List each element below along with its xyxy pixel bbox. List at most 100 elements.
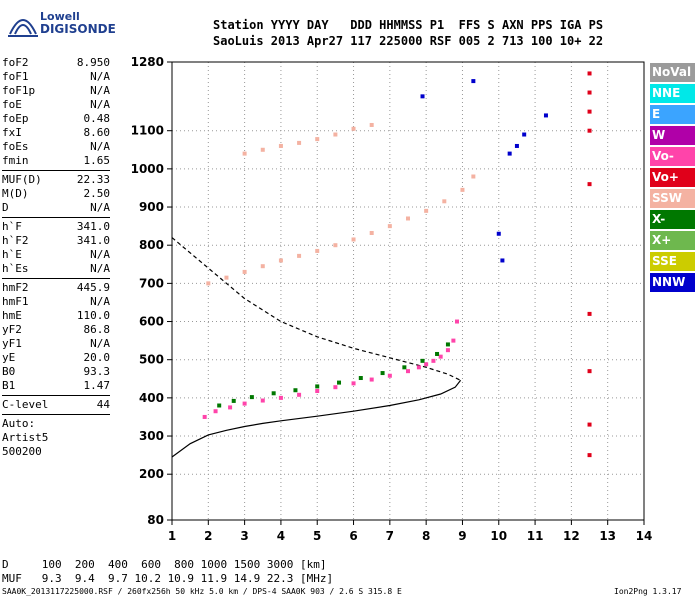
data-point [260,264,265,269]
y-tick-label: 1000 [131,162,164,176]
param-name: foF2 [2,56,29,69]
data-point [514,143,519,148]
param-name: D [2,201,9,214]
x-tick-label: 6 [349,529,357,543]
param-row: fxI 8.60 [2,126,110,140]
data-point [213,409,218,414]
data-point [471,79,476,84]
param-separator [2,414,110,415]
y-tick-label: 500 [139,353,164,367]
data-point [315,388,320,393]
data-point [435,351,440,356]
x-tick-label: 4 [277,529,285,543]
y-tick-label: 200 [139,467,164,481]
data-point [496,231,501,236]
param-value: 86.8 [83,323,111,336]
param-row: M(D) 2.50 [2,187,110,201]
chart-grid [171,61,645,521]
data-point [351,126,356,131]
data-point [315,384,320,389]
param-separator [2,278,110,279]
data-point [369,230,374,235]
param-value: N/A [90,70,110,83]
data-point [369,377,374,382]
param-name: fmin [2,154,29,167]
param-row: foF2 8.950 [2,56,110,70]
param-name: foF1 [2,70,29,83]
data-point [228,405,233,410]
y-tick-label: 900 [139,200,164,214]
param-name: fxI [2,126,22,139]
data-point [315,137,320,142]
data-point [260,398,265,403]
param-value: 110.0 [76,309,110,322]
param-value: 2.50 [83,187,111,200]
legend-item: Vo- [650,147,695,166]
param-name: h`F2 [2,234,29,247]
param-separator [2,395,110,396]
x-tick-label: 2 [204,529,212,543]
data-point [587,369,592,374]
header-line-2: SaoLuis 2013 Apr27 117 225000 RSF 005 2 … [213,34,604,48]
legend-item: X+ [650,231,695,250]
param-value: 44 [96,398,110,411]
param-value: 1.65 [83,154,111,167]
data-point [445,348,450,353]
scaled-parameters-panel: foF2 8.950 foF1 N/A foF1p N/A foE N/A foEp 0.48 fx… [2,56,110,459]
param-value: N/A [90,84,110,97]
data-point [333,385,338,390]
data-point [297,392,302,397]
param-value: 341.0 [76,234,110,247]
data-point [242,151,247,156]
data-point [543,113,548,118]
param-name: h`E [2,248,22,261]
data-point [522,132,527,137]
legend-item: Vo+ [650,168,695,187]
param-value: 445.9 [76,281,110,294]
data-point [231,398,236,403]
param-name: B1 [2,379,16,392]
data-point [587,422,592,427]
data-point [420,358,425,363]
param-separator [2,217,110,218]
y-tick-label: 600 [139,315,164,329]
data-point [445,342,450,347]
param-name: yF1 [2,337,22,350]
data-point [249,395,254,400]
data-point [278,395,283,400]
data-point [455,319,460,324]
logo-icon [8,19,38,37]
data-point [351,237,356,242]
data-point [424,362,429,367]
footer-version: Ion2Png 1.3.17 [614,587,682,596]
data-point [402,365,407,370]
data-point [500,258,505,263]
param-row: 500200 [2,445,110,459]
dashed-profile-line [171,237,461,381]
param-row: D N/A [2,201,110,215]
param-name: h`F [2,220,22,233]
x-tick-label: 9 [458,529,466,543]
data-point [507,151,512,156]
param-row: Auto: [2,417,110,431]
param-value: 93.3 [83,365,111,378]
param-name: foE [2,98,22,111]
param-value: N/A [90,262,110,275]
data-point [206,281,211,286]
param-name: hmE [2,309,22,322]
x-tick-label: 5 [313,529,321,543]
data-point [420,94,425,99]
param-row: h`Es N/A [2,262,110,276]
data-point [337,380,342,385]
data-point [369,122,374,127]
chart-ticks: 1 2 3 4 5 6 7 8 9 10 11 12 13 14802003004005006007008… [131,55,653,543]
param-name: C-level [2,398,49,411]
data-point [587,90,592,95]
legend-item: NoVal [650,63,695,82]
param-value: N/A [90,201,110,214]
data-point [278,258,283,263]
x-tick-label: 14 [636,529,653,543]
param-row: B1 1.47 [2,379,110,393]
data-point [260,147,265,152]
